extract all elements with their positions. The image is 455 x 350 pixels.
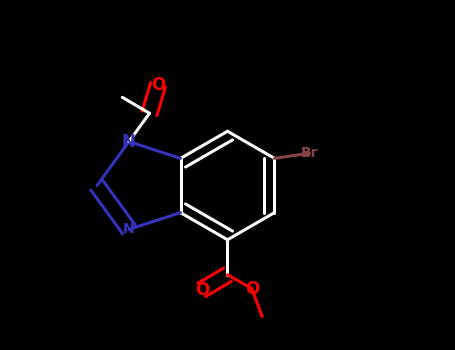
Text: N: N xyxy=(122,133,136,150)
Text: O: O xyxy=(151,76,165,94)
Text: O: O xyxy=(245,280,259,298)
Text: O: O xyxy=(195,281,209,299)
Text: Br: Br xyxy=(300,146,318,160)
Text: N: N xyxy=(123,222,135,236)
